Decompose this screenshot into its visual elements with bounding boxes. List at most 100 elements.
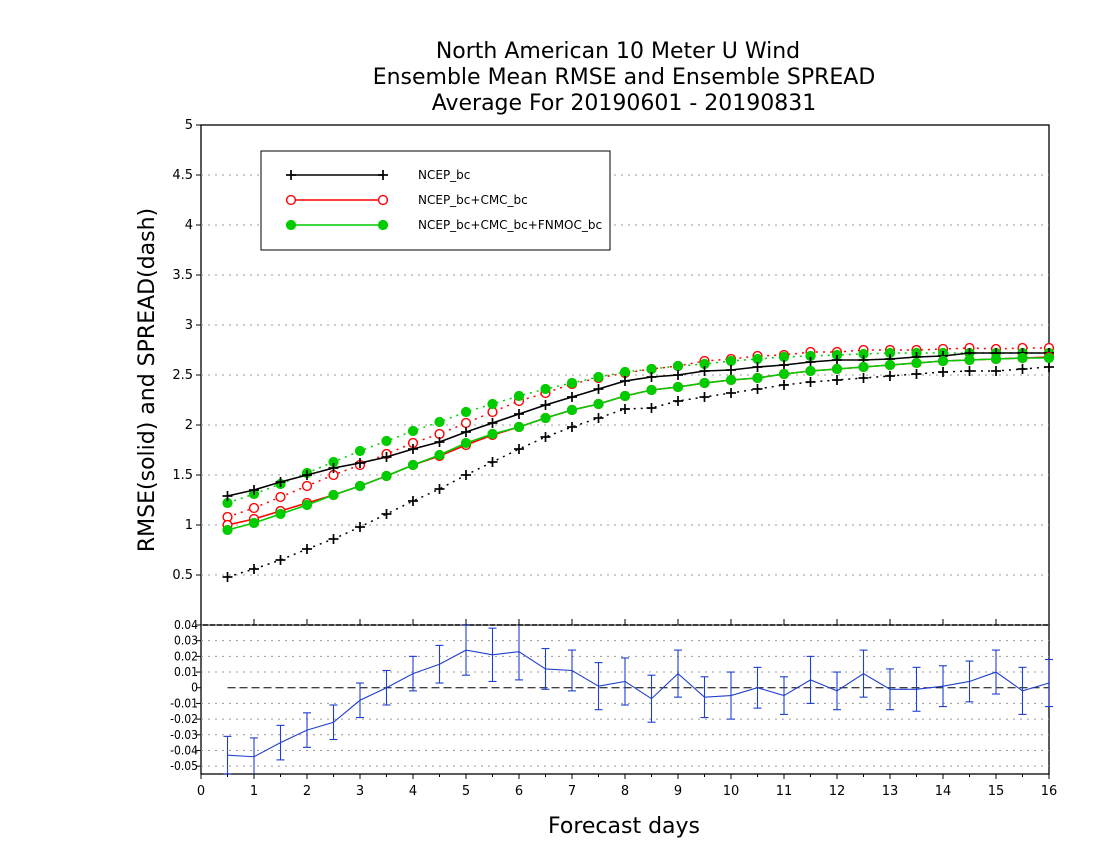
series-3-rmse-point: [672, 381, 684, 393]
difference-y-tick-label: 0.01: [174, 665, 198, 679]
series-1-rmse-point: [805, 357, 816, 367]
series-3-spread-point: [725, 355, 737, 367]
legend-label: NCEP_bc+CMC_bc: [418, 193, 528, 207]
series-1-spread-point: [275, 555, 286, 565]
difference-error-bar: [435, 644, 444, 684]
difference-y-tick-label: -0.05: [170, 759, 198, 773]
difference-error-bar: [674, 649, 682, 698]
series-3-spread-point: [593, 371, 604, 383]
series-3-rmse-point: [566, 404, 578, 416]
series-1-spread-point: [487, 457, 498, 467]
x-tick-label: 16: [1041, 784, 1058, 799]
series-2-spread-point: [275, 491, 286, 503]
x-tick-label: 6: [515, 784, 523, 799]
difference-error-bar: [515, 625, 523, 681]
series-3-rmse-point: [301, 499, 313, 511]
difference-y-tick-label: 0: [191, 681, 198, 695]
series-1-spread-point: [540, 432, 551, 442]
series-1-rmse-point: [832, 355, 842, 365]
series-1-rmse-point: [302, 470, 312, 480]
series-1-spread-point: [752, 384, 763, 394]
series-3-rmse-point: [646, 384, 657, 396]
series-1-rmse-point: [699, 366, 710, 376]
series-3-spread-point: [566, 377, 578, 389]
series-1-rmse-point: [461, 427, 471, 437]
legend-marker: [377, 194, 389, 206]
x-tick-label: 8: [621, 784, 629, 799]
difference-y-tick-label: -0.03: [170, 728, 198, 742]
series-3-rmse-point: [1017, 352, 1028, 364]
difference-line: [227, 649, 1050, 758]
difference-error-bar: [356, 682, 364, 719]
chart-title: North American 10 Meter U Wind: [436, 39, 800, 64]
x-tick-label: 0: [197, 784, 205, 799]
series-1-spread-point: [249, 564, 259, 574]
series-1-spread-point: [408, 496, 418, 506]
difference-error-bar: [833, 671, 841, 711]
series-1-spread-point: [699, 392, 710, 402]
series-1-spread-point: [805, 377, 816, 387]
difference-error-bar: [647, 674, 656, 723]
series-3-spread-point: [487, 398, 498, 410]
series-3-rmse-point: [248, 517, 260, 529]
series-3-rmse-point: [778, 368, 790, 380]
series-2-spread-point: [460, 417, 472, 429]
series-1-rmse-point: [779, 360, 789, 370]
series-3-rmse-point: [619, 390, 631, 402]
difference-error-bar: [780, 676, 788, 715]
series-3-spread-point: [381, 435, 392, 447]
series-1-rmse-point: [567, 392, 577, 402]
series-1-rmse-point: [328, 463, 339, 473]
series-3-rmse-line: [227, 357, 1049, 531]
series-1-rmse-point: [249, 485, 259, 495]
difference-error-bar: [621, 657, 629, 706]
y-tick-label: 2.5: [172, 368, 193, 383]
series-1-spread-point: [302, 544, 312, 554]
series-3-rmse-point: [593, 398, 604, 410]
series-1-spread-point: [514, 444, 524, 454]
x-tick-label: 9: [674, 784, 682, 799]
series-3-rmse-point: [328, 489, 339, 501]
series-3-spread-point: [513, 390, 525, 402]
series-1-spread-point: [222, 572, 233, 582]
series-1-spread-point: [461, 470, 471, 480]
x-tick-label: 10: [723, 784, 740, 799]
difference-error-bar: [939, 665, 947, 708]
x-tick-label: 7: [568, 784, 576, 799]
series-1-spread-point: [593, 413, 604, 423]
difference-error-bar: [250, 737, 258, 774]
series-1-spread-point: [1044, 362, 1054, 372]
difference-error-bar: [886, 668, 894, 711]
x-tick-label: 14: [935, 784, 952, 799]
series-3-spread-point: [434, 416, 445, 428]
difference-error-bar: [409, 655, 417, 692]
difference-error-bar: [700, 676, 709, 719]
series-1-rmse-point: [620, 376, 630, 386]
series-1-spread-point: [858, 373, 869, 383]
series-1-rmse-point: [752, 362, 763, 372]
difference-y-tick-label: -0.02: [170, 712, 198, 726]
series-1-spread-point: [964, 366, 975, 376]
series-1-spread-line: [227, 366, 1050, 578]
difference-error-bar: [1018, 666, 1027, 715]
y-tick-label: 2: [185, 418, 193, 433]
series-3-rmse-point: [354, 480, 366, 492]
series-3-rmse-point: [937, 355, 949, 367]
series-1-spread-point: [885, 371, 895, 381]
series-3-rmse-point: [752, 372, 763, 384]
chart-date-range: Average For 20190601 - 20190831: [432, 91, 817, 116]
series-1-rmse-point: [593, 384, 604, 394]
difference-error-bar: [965, 660, 974, 703]
series-3-spread-point: [460, 406, 472, 418]
difference-y-tick-label: 0.03: [174, 634, 198, 648]
series-3-rmse-point: [858, 361, 869, 373]
difference-y-tick-label: -0.01: [170, 696, 198, 710]
series-1-rmse-line: [227, 352, 1049, 497]
main-series: [222, 342, 1055, 582]
series-1-spread-point: [381, 509, 392, 519]
legend-marker: [377, 219, 389, 231]
x-tick-label: 3: [356, 784, 364, 799]
series-1-spread-point: [911, 369, 922, 379]
series-2-spread-point: [248, 502, 260, 514]
series-1-spread-point: [646, 403, 657, 413]
